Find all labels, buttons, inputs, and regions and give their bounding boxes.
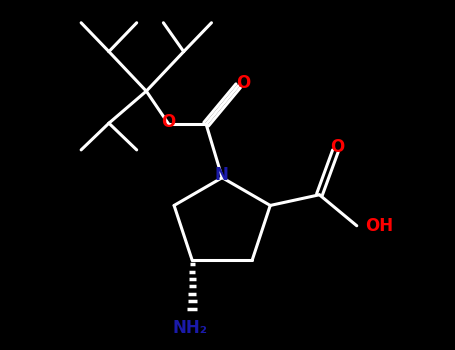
Text: OH: OH <box>365 217 394 235</box>
Text: O: O <box>237 74 251 92</box>
Text: N: N <box>214 166 228 184</box>
Text: O: O <box>330 138 345 156</box>
Text: NH₂: NH₂ <box>172 319 207 337</box>
Text: O: O <box>162 113 176 131</box>
